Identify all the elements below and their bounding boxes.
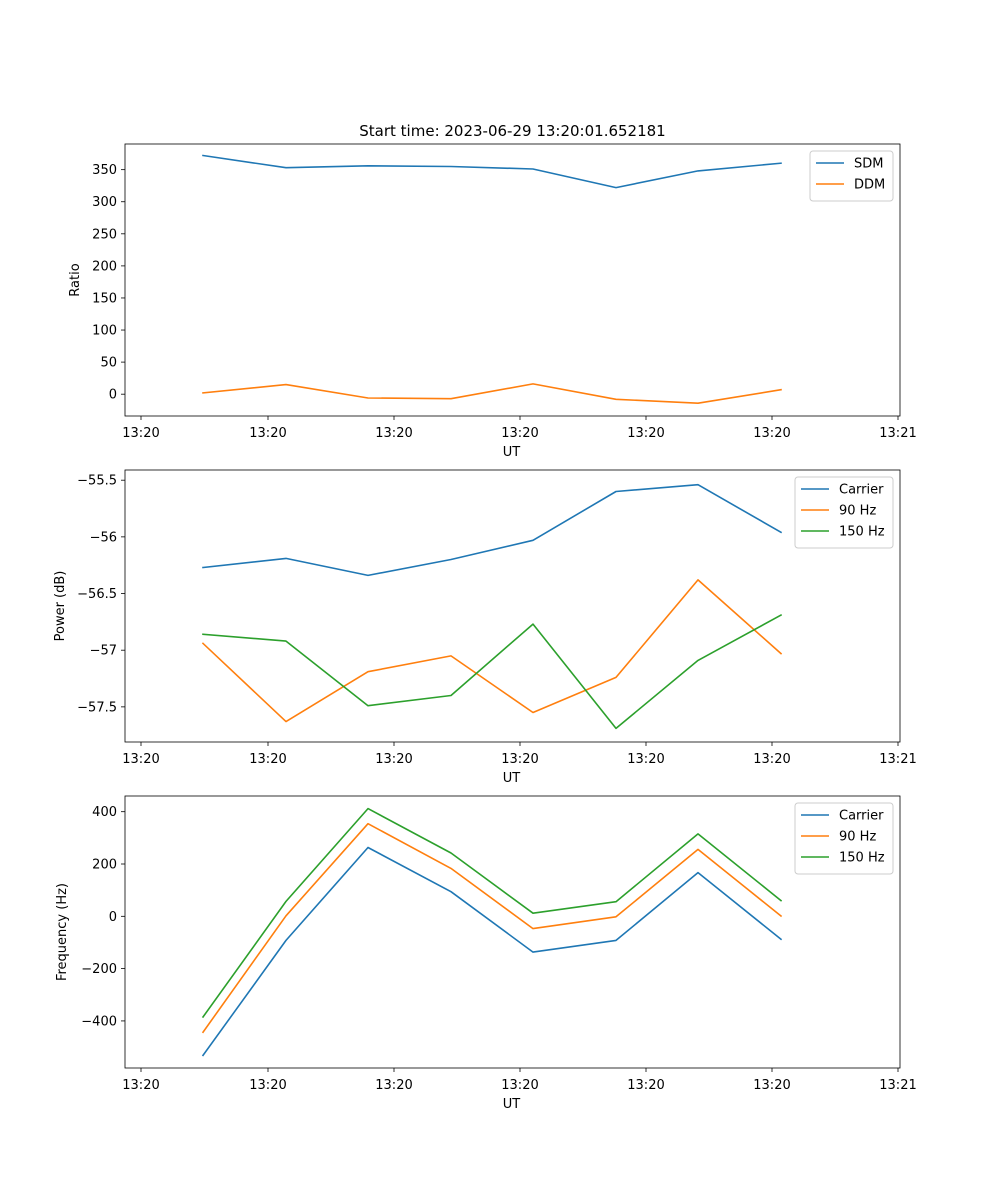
x-axis-label: UT [503, 445, 521, 460]
legend-entry: Carrier [839, 483, 884, 498]
y-axis-label: Frequency (Hz) [55, 883, 70, 981]
legend-entry: DDM [854, 178, 885, 193]
axes-frame [124, 469, 901, 743]
x-tick-label: 13:20 [375, 752, 412, 767]
y-tick-label: −55.5 [77, 474, 117, 489]
x-tick-label: 13:20 [375, 426, 412, 441]
y-tick-label: 350 [92, 163, 117, 178]
series-line-sdm [202, 154, 782, 189]
x-tick-label: 13:20 [122, 426, 159, 441]
legend: Carrier 90 Hz 150 Hz [794, 802, 894, 875]
legend: Carrier 90 Hz 150 Hz [794, 476, 894, 549]
legend-entry: 150 Hz [839, 851, 885, 866]
x-tick-label: 13:20 [627, 752, 664, 767]
axes-frame [124, 143, 901, 417]
y-tick-label: −56.5 [77, 587, 117, 602]
y-tick-label: 150 [92, 291, 117, 306]
x-tick-label: 13:21 [879, 752, 916, 767]
x-tick-label: 13:20 [627, 426, 664, 441]
subplot-3: 13:20 13:20 13:20 13:20 13:20 13:20 13:21 −400 −… [55, 795, 917, 1112]
x-tick-label: 13:21 [879, 1078, 916, 1093]
y-tick-label: 250 [92, 227, 117, 242]
series-line-90-hz [201, 822, 783, 1034]
x-tick-label: 13:20 [249, 426, 286, 441]
y-tick-label: −56 [90, 530, 117, 545]
y-tick-label: −57.5 [77, 700, 117, 715]
x-tick-label: 13:20 [249, 752, 286, 767]
subplot-2: 13:20 13:20 13:20 13:20 13:20 13:20 13:21 −57.5… [53, 469, 917, 786]
legend-entry: 150 Hz [839, 525, 885, 540]
y-tick-label: 50 [100, 356, 117, 371]
x-tick-label: 13:20 [249, 1078, 286, 1093]
y-tick-label: −57 [90, 644, 117, 659]
legend-entry: SDM [854, 157, 883, 172]
legend-entry: 90 Hz [839, 504, 876, 519]
y-tick-label: 0 [109, 388, 117, 403]
y-tick-label: 200 [92, 858, 117, 873]
x-tick-label: 13:20 [753, 426, 790, 441]
series-line-carrier [202, 483, 783, 577]
series-line-90-hz [201, 579, 783, 723]
series-line-150-hz [201, 807, 783, 1019]
series-line-150-hz [202, 614, 783, 730]
series-line-carrier [201, 846, 783, 1057]
legend-entry: Carrier [839, 809, 884, 824]
y-axis-label: Ratio [68, 263, 83, 296]
x-tick-label: 13:20 [501, 1078, 538, 1093]
x-tick-label: 13:20 [122, 752, 159, 767]
y-tick-label: −400 [81, 1014, 117, 1029]
x-axis-label: UT [503, 771, 521, 786]
x-tick-label: 13:21 [879, 426, 916, 441]
x-tick-label: 13:20 [501, 426, 538, 441]
legend-entry: 90 Hz [839, 830, 876, 845]
axes-frame [124, 795, 901, 1069]
x-tick-label: 13:20 [753, 752, 790, 767]
y-tick-label: 300 [92, 195, 117, 210]
subplot-1: 13:20 13:20 13:20 13:20 13:20 13:20 13:21 0 50 10… [68, 143, 917, 460]
y-tick-label: 0 [109, 910, 117, 925]
x-tick-label: 13:20 [627, 1078, 664, 1093]
x-tick-label: 13:20 [375, 1078, 412, 1093]
y-tick-label: 400 [92, 805, 117, 820]
x-axis-label: UT [503, 1097, 521, 1112]
figure-title: Start time: 2023-06-29 13:20:01.652181 [359, 122, 665, 140]
x-tick-label: 13:20 [753, 1078, 790, 1093]
x-tick-label: 13:20 [501, 752, 538, 767]
series-line-ddm [202, 383, 782, 405]
y-axis-label: Power (dB) [53, 571, 68, 642]
x-tick-label: 13:20 [122, 1078, 159, 1093]
y-tick-label: 100 [92, 324, 117, 339]
legend: SDM DDM [809, 150, 894, 202]
y-tick-label: 200 [92, 259, 117, 274]
y-tick-label: −200 [81, 962, 117, 977]
